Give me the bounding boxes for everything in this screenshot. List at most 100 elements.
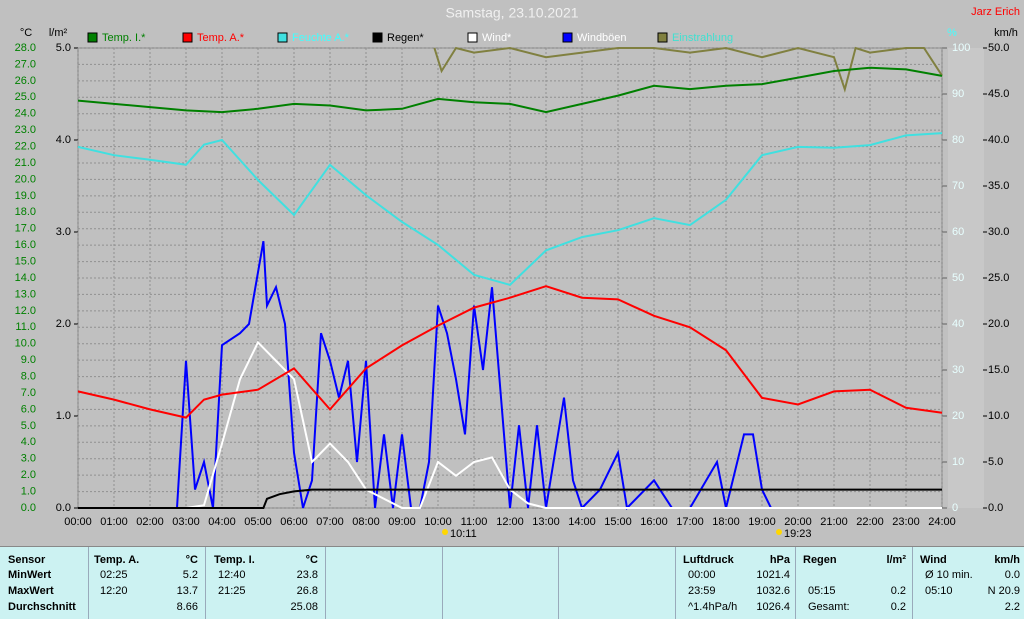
x-tick-label: 13:00	[532, 516, 560, 528]
rain-tick-label: 5.0	[56, 42, 71, 54]
x-tick-label: 23:00	[892, 516, 920, 528]
rain-tick-label: 4.0	[56, 134, 71, 146]
x-tick-label: 21:00	[820, 516, 848, 528]
table-header: Luftdruck	[683, 554, 734, 566]
x-tick-label: 06:00	[280, 516, 308, 528]
humidity-unit: %	[947, 27, 957, 39]
table-cell: 13.7	[176, 585, 198, 597]
y-tick-label: 10.0	[15, 338, 36, 350]
sun-icon	[776, 529, 782, 535]
y-tick-label: 22.0	[15, 140, 36, 152]
table-cell: 8.66	[176, 601, 198, 613]
x-tick-label: 15:00	[604, 516, 632, 528]
table-cell: MaxWert	[8, 585, 54, 597]
table-cell: 05:10	[925, 585, 953, 597]
humidity-tick-label: 10	[952, 456, 964, 468]
y-tick-label: 9.0	[21, 354, 36, 366]
wind-tick-label: 25.0	[988, 272, 1009, 284]
y-tick-label: 3.0	[21, 453, 36, 465]
table-header: km/h	[994, 554, 1020, 566]
wind-tick-label: 0.0	[988, 502, 1003, 514]
x-tick-label: 18:00	[712, 516, 740, 528]
legend-swatch	[657, 32, 668, 43]
table-cell: 5.2	[182, 569, 198, 581]
table-cell: Durchschnitt	[8, 601, 76, 613]
y-tick-label: 19.0	[15, 190, 36, 202]
wind-tick-label: 50.0	[988, 42, 1009, 54]
humidity-tick-label: 0	[952, 502, 958, 514]
x-tick-label: 22:00	[856, 516, 884, 528]
table-header: l/m²	[886, 554, 906, 566]
chart-title: Samstag, 23.10.2021	[445, 5, 578, 21]
wind-tick-label: 10.0	[988, 410, 1009, 422]
rain-tick-label: 3.0	[56, 226, 71, 238]
table-cell: 26.8	[296, 585, 318, 597]
y-tick-label: 6.0	[21, 403, 36, 415]
table-cell: 00:00	[688, 569, 716, 581]
table-header: °C	[305, 554, 318, 566]
table-header: hPa	[769, 554, 790, 566]
x-tick-label: 07:00	[316, 516, 344, 528]
author: Jarz Erich	[971, 6, 1020, 18]
humidity-tick-label: 80	[952, 134, 964, 146]
x-tick-label: 02:00	[136, 516, 164, 528]
table-cell: 12:20	[100, 585, 128, 597]
legend-label: Temp. A.*	[197, 32, 245, 44]
table-cell: N 20.9	[987, 585, 1020, 597]
right-axis-band	[948, 48, 984, 508]
wind-tick-label: 45.0	[988, 88, 1009, 100]
y-tick-label: 13.0	[15, 288, 36, 300]
legend-swatch	[372, 32, 383, 43]
column-separator	[88, 547, 89, 619]
rain-unit: l/m²	[49, 27, 68, 39]
table-cell: 0.2	[890, 601, 906, 613]
series-line	[77, 66, 943, 114]
table-header: °C	[185, 554, 198, 566]
humidity-tick-label: 100	[952, 42, 970, 54]
legend-swatch	[182, 32, 193, 43]
legend-label: Wind*	[482, 32, 512, 44]
series-line	[77, 132, 943, 287]
table-cell: 05:15	[808, 585, 836, 597]
table-cell: 0.2	[890, 585, 906, 597]
series-line	[433, 46, 943, 93]
summary-table: Sensor Temp. A. °C Temp. I. °C Luftdruck hPa Re…	[0, 546, 1024, 619]
table-header: Regen	[803, 554, 837, 566]
rain-tick-label: 2.0	[56, 318, 71, 330]
y-tick-label: 15.0	[15, 255, 36, 267]
legend-swatch	[562, 32, 573, 43]
y-tick-label: 5.0	[21, 420, 36, 432]
humidity-tick-label: 70	[952, 180, 964, 192]
table-header: Temp. A.	[94, 554, 140, 566]
humidity-tick-label: 60	[952, 226, 964, 238]
table-cell: Ø 10 min.	[925, 569, 973, 581]
chart: Samstag, 23.10.2021 Jarz Erich °C l/m² %…	[15, 5, 1020, 540]
humidity-tick-label: 30	[952, 364, 964, 376]
legend-label: Feuchte A.*	[292, 32, 350, 44]
x-tick-label: 12:00	[496, 516, 524, 528]
y-tick-label: 2.0	[21, 469, 36, 481]
x-tick-label: 17:00	[676, 516, 704, 528]
y-tick-label: 23.0	[15, 124, 36, 136]
x-tick-label: 09:00	[388, 516, 416, 528]
series-line	[78, 488, 942, 509]
table-cell: Gesamt:	[808, 601, 850, 613]
y-tick-label: 11.0	[15, 321, 36, 333]
humidity-tick-label: 40	[952, 318, 964, 330]
y-tick-label: 7.0	[21, 387, 36, 399]
table-cell: 0.0	[1004, 569, 1020, 581]
table-cell: 1032.6	[756, 585, 790, 597]
x-tick-label: 01:00	[100, 516, 128, 528]
legend-swatch	[467, 32, 478, 43]
legend-label: Regen*	[387, 32, 424, 44]
y-tick-label: 24.0	[15, 108, 36, 120]
y-tick-label: 8.0	[21, 370, 36, 382]
legend-label: Windböen	[577, 32, 627, 44]
x-tick-label: 19:00	[748, 516, 776, 528]
column-separator	[558, 547, 559, 619]
y-tick-label: 12.0	[15, 305, 36, 317]
column-separator	[675, 547, 676, 619]
sunrise-label: 10:11	[450, 528, 477, 540]
x-tick-label: 10:00	[424, 516, 452, 528]
legend-label: Einstrahlung	[672, 32, 733, 44]
